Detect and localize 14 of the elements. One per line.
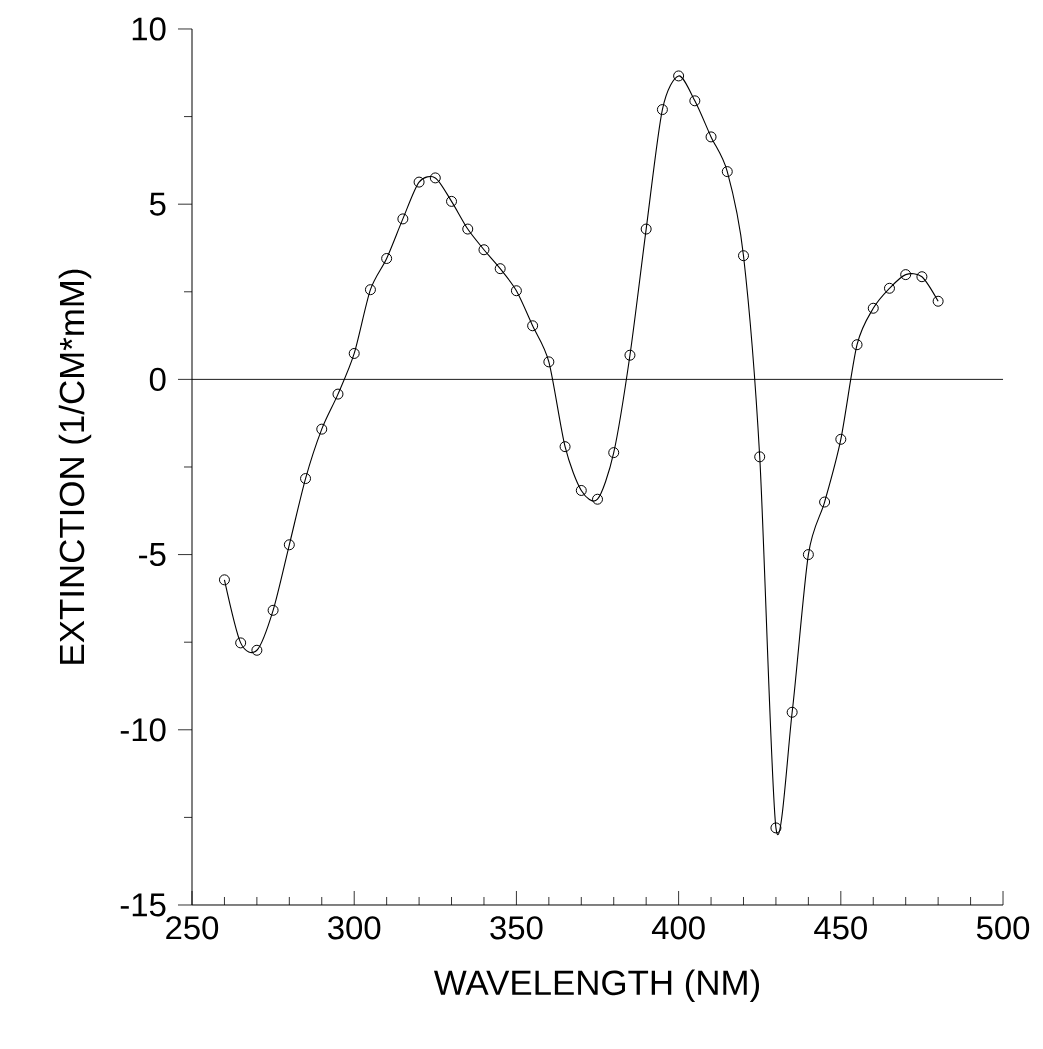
x-tick-label: 250 bbox=[166, 916, 219, 940]
y-tick-label: -10 bbox=[120, 718, 166, 742]
y-axis-title: EXTINCTION (1/CM*mM) bbox=[58, 269, 92, 664]
y-tick-label: 5 bbox=[149, 192, 166, 216]
x-tick-label: 500 bbox=[976, 916, 1030, 940]
x-tick-label: 350 bbox=[490, 916, 543, 940]
y-tick-label: -15 bbox=[120, 893, 166, 917]
x-tick-label: 300 bbox=[328, 916, 381, 940]
y-tick-label: 0 bbox=[149, 367, 166, 392]
x-tick-label: 400 bbox=[651, 916, 705, 940]
y-tick-label: 10 bbox=[132, 17, 166, 41]
x-axis-title: WAVELENGTH (NM) bbox=[433, 969, 760, 1003]
y-tick-label: -5 bbox=[139, 543, 166, 567]
x-tick-label: 450 bbox=[814, 916, 867, 940]
